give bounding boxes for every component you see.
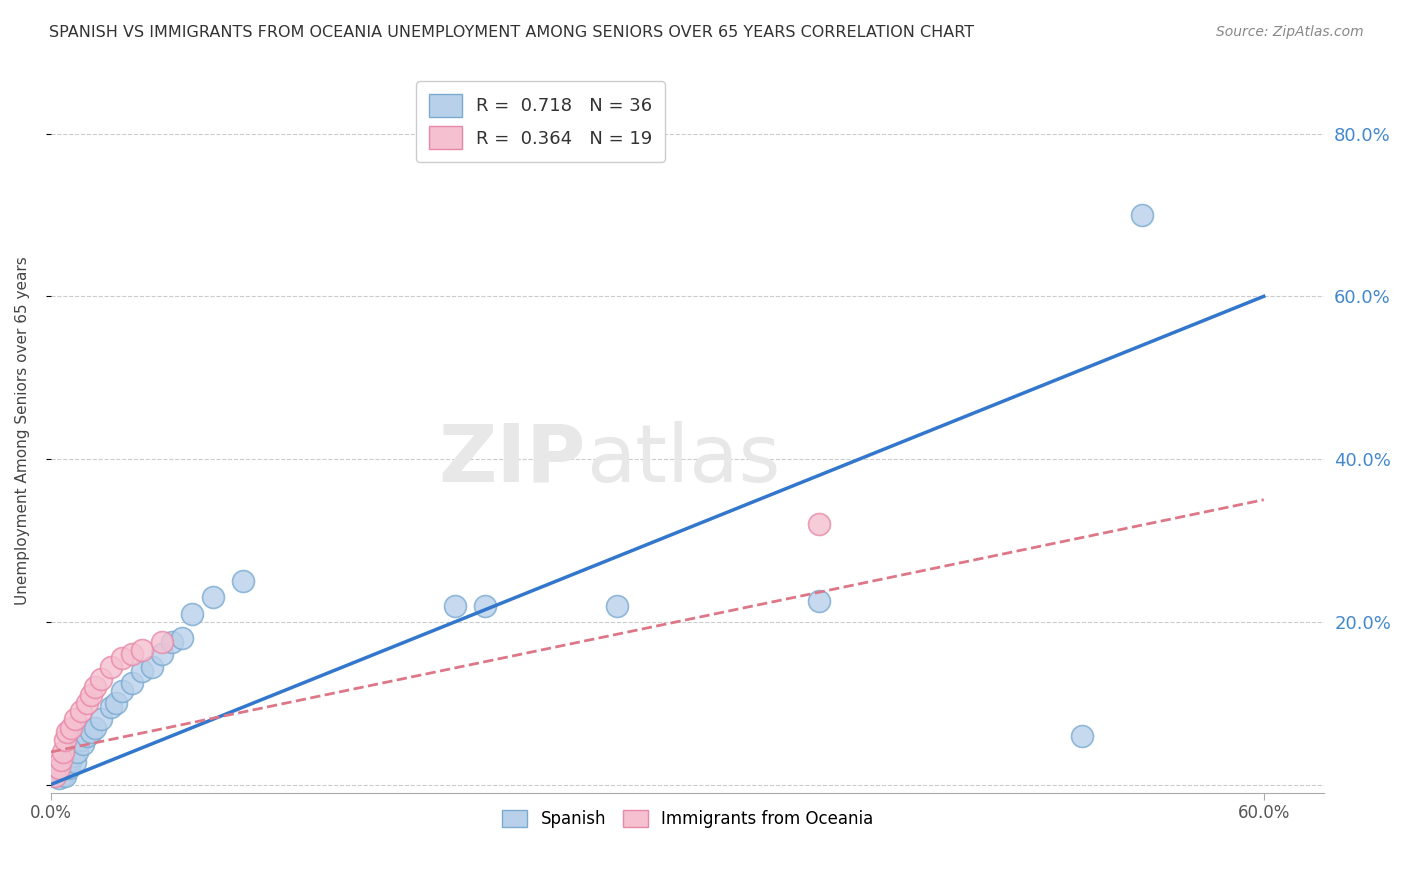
Point — [60, 753, 83, 767]
Point — [70, 704, 93, 718]
Point — [606, 599, 628, 613]
Point — [90, 672, 112, 686]
Point — [76, 696, 98, 710]
Point — [110, 684, 132, 698]
Point — [1070, 729, 1092, 743]
Point — [90, 713, 112, 727]
Point — [44, 769, 66, 783]
Point — [66, 745, 89, 759]
Point — [160, 635, 183, 649]
Point — [72, 737, 94, 751]
Point — [121, 648, 143, 662]
Point — [70, 732, 93, 747]
Point — [80, 688, 103, 702]
Point — [131, 643, 153, 657]
Point — [60, 721, 83, 735]
Point — [63, 755, 86, 769]
Point — [150, 648, 173, 662]
Point — [181, 607, 204, 621]
Point — [201, 591, 224, 605]
Point — [100, 659, 122, 673]
Point — [808, 594, 831, 608]
Point — [172, 631, 194, 645]
Point — [52, 768, 75, 782]
Point — [56, 724, 79, 739]
Point — [58, 761, 80, 775]
Point — [84, 680, 107, 694]
Point — [131, 664, 153, 678]
Point — [62, 749, 84, 764]
Point — [44, 769, 66, 783]
Point — [49, 761, 72, 775]
Point — [76, 729, 98, 743]
Legend: Spanish, Immigrants from Oceania: Spanish, Immigrants from Oceania — [495, 804, 880, 835]
Point — [232, 574, 254, 588]
Point — [48, 771, 70, 785]
Point — [808, 517, 831, 532]
Point — [63, 713, 86, 727]
Point — [53, 769, 76, 783]
Point — [121, 675, 143, 690]
Point — [1132, 208, 1154, 222]
Point — [49, 753, 72, 767]
Point — [444, 599, 467, 613]
Point — [150, 635, 173, 649]
Point — [100, 700, 122, 714]
Point — [474, 599, 496, 613]
Point — [84, 721, 107, 735]
Text: SPANISH VS IMMIGRANTS FROM OCEANIA UNEMPLOYMENT AMONG SENIORS OVER 65 YEARS CORR: SPANISH VS IMMIGRANTS FROM OCEANIA UNEMP… — [49, 25, 974, 40]
Point — [53, 732, 76, 747]
Point — [56, 757, 79, 772]
Point — [48, 761, 70, 775]
Point — [110, 651, 132, 665]
Text: atlas: atlas — [586, 420, 780, 499]
Point — [104, 696, 127, 710]
Point — [45, 765, 67, 780]
Point — [80, 724, 103, 739]
Y-axis label: Unemployment Among Seniors over 65 years: Unemployment Among Seniors over 65 years — [15, 256, 30, 605]
Text: ZIP: ZIP — [439, 420, 586, 499]
Text: Source: ZipAtlas.com: Source: ZipAtlas.com — [1216, 25, 1364, 39]
Point — [141, 659, 163, 673]
Point — [52, 745, 75, 759]
